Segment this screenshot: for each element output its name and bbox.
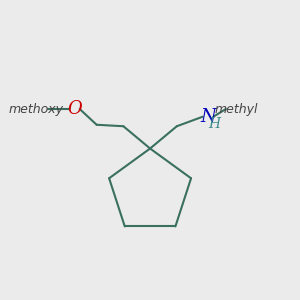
Text: methyl: methyl — [214, 103, 258, 116]
Text: H: H — [208, 117, 220, 131]
Text: N: N — [200, 108, 216, 126]
Text: methoxy: methoxy — [8, 103, 63, 116]
Text: O: O — [67, 100, 82, 118]
